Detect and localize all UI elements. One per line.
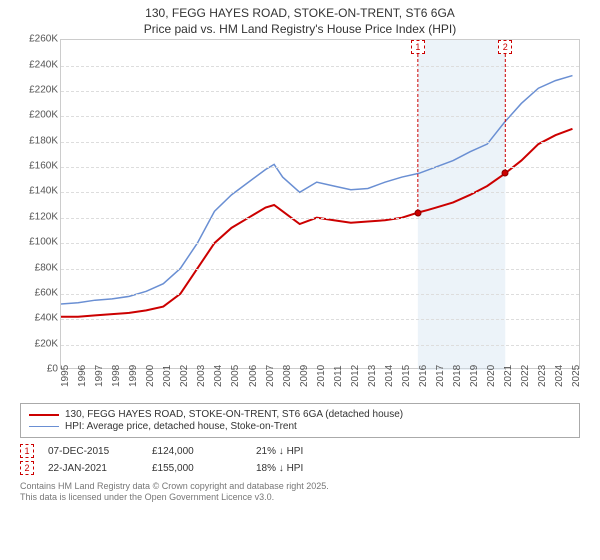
gridline [61,319,579,320]
gridline [61,66,579,67]
y-tick-label: £140K [29,186,58,197]
y-tick-label: £80K [35,262,58,273]
gridline [61,294,579,295]
transaction-row: 2 22-JAN-2021 £155,000 18% ↓ HPI [20,461,580,475]
title-line-1: 130, FEGG HAYES ROAD, STOKE-ON-TRENT, ST… [10,6,590,22]
transaction-date: 07-DEC-2015 [48,446,138,457]
transaction-diff: 21% ↓ HPI [256,446,346,457]
footer-line-2: This data is licensed under the Open Gov… [20,492,580,503]
y-tick-label: £100K [29,237,58,248]
y-tick-label: £220K [29,84,58,95]
title-line-2: Price paid vs. HM Land Registry's House … [10,22,590,38]
gridline [61,218,579,219]
legend-label: 130, FEGG HAYES ROAD, STOKE-ON-TRENT, ST… [65,409,403,420]
gridline [61,167,579,168]
legend-swatch [29,426,59,428]
gridline [61,192,579,193]
gridline [61,243,579,244]
gridline [61,269,579,270]
x-axis: 1995199619971998199920002001200220032004… [60,369,580,399]
marker-index-box: 2 [498,40,512,54]
y-tick-label: £60K [35,288,58,299]
transaction-index: 1 [20,444,34,458]
y-tick-label: £240K [29,59,58,70]
y-tick-label: £120K [29,211,58,222]
y-tick-label: £40K [35,313,58,324]
chart-svg [61,40,581,370]
transaction-price: £124,000 [152,446,242,457]
legend-swatch [29,414,59,416]
footer-line-1: Contains HM Land Registry data © Crown c… [20,481,580,492]
gridline [61,142,579,143]
gridline [61,91,579,92]
legend-label: HPI: Average price, detached house, Stok… [65,421,297,432]
x-tick-label: 2025 [571,365,597,387]
y-axis: £0£20K£40K£60K£80K£100K£120K£140K£160K£1… [20,39,60,369]
marker-dot [502,170,509,177]
chart-area: £0 £20K £40K £60K £80K £100K £120K £140K £160K £1… [20,39,580,399]
transaction-price: £155,000 [152,463,242,474]
y-tick-label: £160K [29,161,58,172]
transactions-table: 1 07-DEC-2015 £124,000 21% ↓ HPI 2 22-JAN-202… [20,444,580,475]
y-tick-label: £180K [29,135,58,146]
marker-index-box: 1 [411,40,425,54]
transaction-row: 1 07-DEC-2015 £124,000 21% ↓ HPI [20,444,580,458]
y-tick-label: £0 [47,364,58,375]
y-tick-label: £260K [29,34,58,45]
legend-item: 130, FEGG HAYES ROAD, STOKE-ON-TRENT, ST… [29,409,571,420]
plot-area: 12 [60,39,580,369]
y-tick-label: £200K [29,110,58,121]
footer: Contains HM Land Registry data © Crown c… [20,481,580,503]
transaction-index: 2 [20,461,34,475]
y-tick-label: £20K [35,338,58,349]
marker-dot [414,209,421,216]
legend-item: HPI: Average price, detached house, Stok… [29,421,571,432]
legend: 130, FEGG HAYES ROAD, STOKE-ON-TRENT, ST… [20,403,580,438]
chart-title: 130, FEGG HAYES ROAD, STOKE-ON-TRENT, ST… [0,0,600,39]
gridline [61,116,579,117]
transaction-diff: 18% ↓ HPI [256,463,346,474]
gridline [61,345,579,346]
transaction-date: 22-JAN-2021 [48,463,138,474]
shade-band [418,40,505,370]
